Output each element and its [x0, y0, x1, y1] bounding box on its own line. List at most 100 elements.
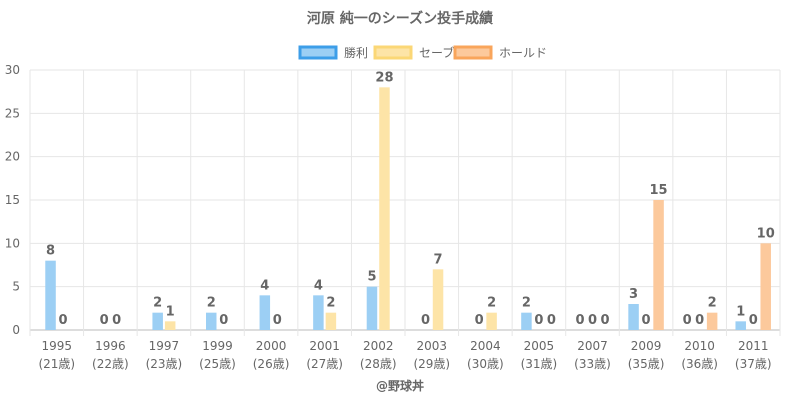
x-tick-label: 2010: [684, 339, 715, 353]
y-tick-label: 10: [5, 236, 20, 250]
y-tick-label: 25: [5, 106, 20, 120]
data-label: 0: [421, 313, 430, 328]
x-tick-sublabel: (27歳): [306, 357, 343, 371]
data-label: 2: [153, 296, 162, 311]
x-tick-sublabel: (22歳): [92, 357, 129, 371]
x-tick-sublabel: (26歳): [253, 357, 290, 371]
bar-2: [760, 243, 771, 330]
chart-credit: @野球丼: [376, 378, 424, 393]
legend-item-0[interactable]: 勝利: [298, 45, 368, 60]
bar-0: [259, 295, 271, 330]
bar-1: [379, 87, 390, 330]
data-label: 5: [367, 270, 376, 285]
x-tick-sublabel: (29歳): [413, 357, 450, 371]
x-tick-sublabel: (25歳): [199, 357, 236, 371]
bar-0: [313, 295, 324, 330]
data-label: 1: [736, 304, 745, 319]
data-label: 0: [575, 313, 584, 328]
legend-swatch-2: [453, 45, 493, 60]
x-tick-sublabel: (23歳): [146, 357, 183, 371]
data-label: 0: [588, 313, 597, 328]
x-tick-label: 2002: [363, 339, 394, 353]
x-axis: 1995 (21歳) 1996 (22歳) 1997 (23歳) 1999 (25歳) 2000…: [38, 339, 771, 371]
legend-item-2[interactable]: ホールド: [453, 45, 547, 60]
bar-0: [735, 321, 746, 330]
bar-2: [706, 312, 718, 330]
x-tick-label: 1997: [149, 339, 180, 353]
x-tick-label: 1996: [95, 339, 126, 353]
x-tick-sublabel: (37歳): [735, 357, 772, 371]
x-tick-label: 2003: [417, 339, 448, 353]
x-tick-label: 2005: [524, 339, 555, 353]
bar-2: [653, 200, 664, 330]
data-label: 2: [326, 296, 335, 311]
data-label: 2: [487, 296, 496, 311]
bar-1: [325, 312, 337, 330]
data-label: 2: [708, 296, 717, 311]
bar-1: [164, 321, 176, 330]
data-label: 4: [314, 278, 323, 293]
x-tick-label: 1999: [202, 339, 233, 353]
data-label: 2: [522, 296, 531, 311]
bar-0: [152, 312, 163, 330]
data-label: 1: [166, 304, 175, 319]
bar-1: [486, 312, 497, 330]
y-tick-label: 15: [5, 193, 20, 207]
legend-label-2: ホールド: [499, 46, 547, 60]
bar-0: [628, 304, 639, 330]
data-label: 0: [219, 313, 228, 328]
x-tick-label: 2011: [738, 339, 769, 353]
x-tick-label: 2000: [256, 339, 287, 353]
data-label: 0: [547, 313, 556, 328]
bar-0: [366, 286, 378, 330]
legend[interactable]: 勝利 セーブ ホールド: [298, 45, 547, 60]
legend-swatch-1: [373, 45, 413, 60]
data-label: 4: [260, 278, 269, 293]
x-tick-label: 2009: [631, 339, 662, 353]
x-tick-sublabel: (30歳): [467, 357, 504, 371]
y-tick-label: 20: [5, 150, 20, 164]
legend-swatch-0: [298, 45, 338, 60]
data-label: 0: [59, 313, 68, 328]
data-label: 28: [375, 70, 393, 85]
y-axis: 0 5 10 15 20 25 30: [5, 63, 20, 337]
data-label: 15: [650, 183, 668, 198]
x-tick-label: 2007: [577, 339, 608, 353]
data-label: 0: [695, 313, 704, 328]
x-tick-sublabel: (28歳): [360, 357, 397, 371]
x-tick-sublabel: (35歳): [628, 357, 665, 371]
x-tick-sublabel: (33歳): [574, 357, 611, 371]
data-label: 0: [273, 313, 282, 328]
grid: [29, 69, 781, 336]
bar-0: [521, 312, 532, 330]
data-label: 0: [600, 313, 609, 328]
data-label: 0: [642, 313, 651, 328]
bar-0: [45, 260, 56, 330]
bars: [45, 87, 771, 330]
data-label: 8: [46, 244, 55, 259]
data-label: 0: [100, 313, 109, 328]
data-label: 0: [475, 313, 484, 328]
data-label: 0: [749, 313, 758, 328]
x-tick-label: 2004: [470, 339, 501, 353]
data-label: 3: [629, 287, 638, 302]
legend-label-1: セーブ: [419, 45, 454, 60]
x-tick-label: 1995: [42, 339, 73, 353]
bar-1: [432, 269, 444, 330]
y-tick-label: 0: [12, 323, 20, 337]
bar-0: [206, 312, 217, 330]
x-tick-sublabel: (21歳): [38, 357, 75, 371]
y-tick-label: 30: [5, 63, 20, 77]
data-label: 0: [534, 313, 543, 328]
legend-item-1[interactable]: セーブ: [373, 45, 454, 60]
data-label: 7: [434, 252, 443, 267]
x-tick-sublabel: (31歳): [521, 357, 558, 371]
chart-title: 河原 純一のシーズン投手成績: [307, 10, 493, 27]
y-tick-label: 5: [12, 280, 20, 294]
x-tick-label: 2001: [309, 339, 340, 353]
x-tick-sublabel: (36歳): [681, 357, 718, 371]
data-label: 0: [683, 313, 692, 328]
